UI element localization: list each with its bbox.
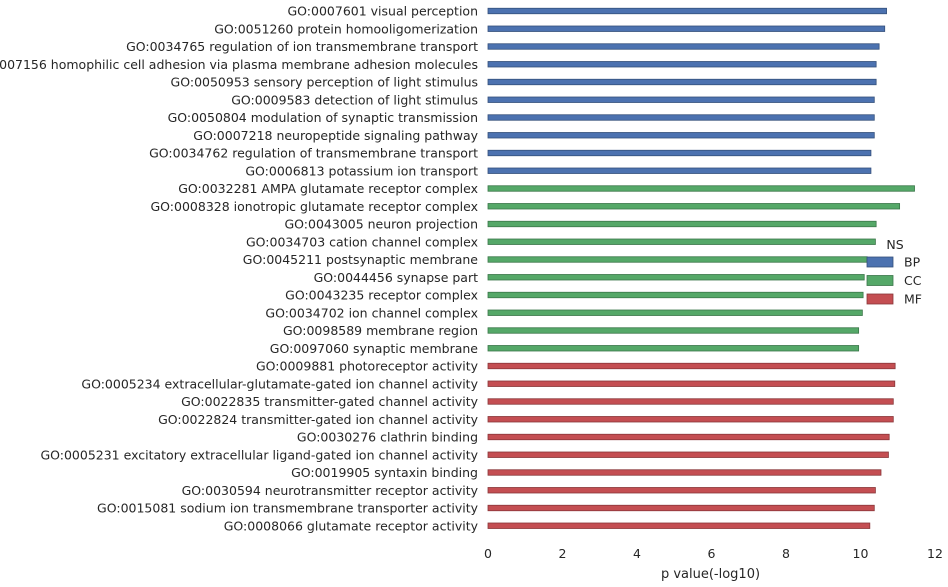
category-label-7: GO:0050804 modulation of synaptic transm… <box>168 110 478 125</box>
bar-15 <box>487 256 868 263</box>
bar-4 <box>487 61 877 68</box>
bar-5 <box>487 78 877 86</box>
legend-label-mf: MF <box>904 292 922 307</box>
bar-11 <box>487 185 915 192</box>
bar-30 <box>487 522 871 529</box>
category-label-11: GO:0032281 AMPA glutamate receptor compl… <box>178 181 478 196</box>
bar-22 <box>487 380 896 387</box>
bar-16 <box>487 274 865 281</box>
x-tick-label-8: 8 <box>782 546 790 561</box>
category-label-20: GO:0097060 synaptic membrane <box>270 341 479 356</box>
category-label-5: GO:0050953 sensory perception of light s… <box>171 75 478 90</box>
category-label-30: GO:0008066 glutamate receptor activity <box>224 518 479 533</box>
x-tick-label-6: 6 <box>708 546 716 561</box>
bar-19 <box>487 327 860 334</box>
x-tick-label-12: 12 <box>927 546 943 561</box>
category-label-13: GO:0043005 neuron projection <box>284 217 478 232</box>
bar-26 <box>487 451 889 458</box>
bar-18 <box>487 309 863 316</box>
bar-23 <box>487 398 894 405</box>
category-label-9: GO:0034762 regulation of transmembrane t… <box>149 146 478 161</box>
category-label-21: GO:0009881 photoreceptor activity <box>256 359 479 374</box>
legend-title: NS <box>886 237 903 252</box>
bars-group <box>487 7 915 529</box>
category-label-27: GO:0019905 syntaxin binding <box>291 465 478 480</box>
category-label-23: GO:0022835 transmitter-gated channel act… <box>181 394 478 409</box>
bar-28 <box>487 487 876 494</box>
category-label-26: GO:0005231 excitatory extracellular liga… <box>40 447 478 462</box>
legend-label-cc: CC <box>904 273 922 288</box>
legend-swatch-bp <box>866 256 894 268</box>
bar-10 <box>487 167 872 174</box>
bar-12 <box>487 203 901 210</box>
x-tick-label-10: 10 <box>853 546 869 561</box>
category-label-12: GO:0008328 ionotropic glutamate receptor… <box>151 199 479 214</box>
x-tick-label-2: 2 <box>559 546 567 561</box>
category-label-15: GO:0045211 postsynaptic membrane <box>243 252 479 267</box>
bar-3 <box>487 43 880 50</box>
category-label-19: GO:0098589 membrane region <box>283 323 478 338</box>
bar-29 <box>487 504 875 512</box>
bar-7 <box>487 114 875 121</box>
category-label-14: GO:0034703 cation channel complex <box>246 234 478 249</box>
x-axis-title: p value(-log10) <box>661 567 760 582</box>
bar-20 <box>487 345 860 352</box>
bar-8 <box>487 132 875 139</box>
bar-17 <box>487 291 864 299</box>
bar-27 <box>487 469 882 476</box>
category-label-29: GO:0015081 sodium ion transmembrane tran… <box>97 501 479 516</box>
category-label-22: GO:0005234 extracellular-glutamate-gated… <box>81 376 478 391</box>
category-label-10: GO:0006813 potassium ion transport <box>245 163 478 178</box>
category-label-1: GO:0007601 visual perception <box>287 4 478 19</box>
bar-21 <box>487 362 896 370</box>
bar-1 <box>487 7 887 15</box>
x-tick-label-0: 0 <box>484 546 492 561</box>
category-label-24: GO:0022824 transmitter-gated ion channel… <box>158 412 479 427</box>
x-tick-label-4: 4 <box>633 546 641 561</box>
bar-25 <box>487 433 890 441</box>
category-label-28: GO:0030594 neurotransmitter receptor act… <box>182 483 479 498</box>
category-label-8: GO:0007218 neuropeptide signaling pathwa… <box>193 128 478 143</box>
bar-13 <box>487 220 877 228</box>
category-label-18: GO:0034702 ion channel complex <box>265 305 478 320</box>
category-label-17: GO:0043235 receptor complex <box>285 288 478 303</box>
category-label-6: GO:0009583 detection of light stimulus <box>231 92 478 107</box>
legend: NS BP CC MF <box>866 237 922 307</box>
category-label-2: GO:0051260 protein homooligomerization <box>214 21 478 36</box>
bar-2 <box>487 25 886 32</box>
category-label-16: GO:0044456 synapse part <box>314 270 478 285</box>
category-labels-group: GO:0007601 visual perception GO:0051260 p… <box>0 4 479 534</box>
category-label-25: GO:0030276 clathrin binding <box>297 430 478 445</box>
bar-6 <box>487 96 875 103</box>
bar-14 <box>487 238 876 245</box>
category-label-4: GO:0007156 homophilic cell adhesion via … <box>0 57 478 72</box>
bar-24 <box>487 416 894 423</box>
legend-swatch-mf <box>866 293 894 305</box>
bar-9 <box>487 149 872 157</box>
x-axis-ticks-group: 0 2 4 6 8 10 12 <box>484 546 943 561</box>
legend-label-bp: BP <box>904 255 921 270</box>
legend-swatch-cc <box>866 275 894 286</box>
category-label-3: GO:0034765 regulation of ion transmembra… <box>126 39 478 54</box>
